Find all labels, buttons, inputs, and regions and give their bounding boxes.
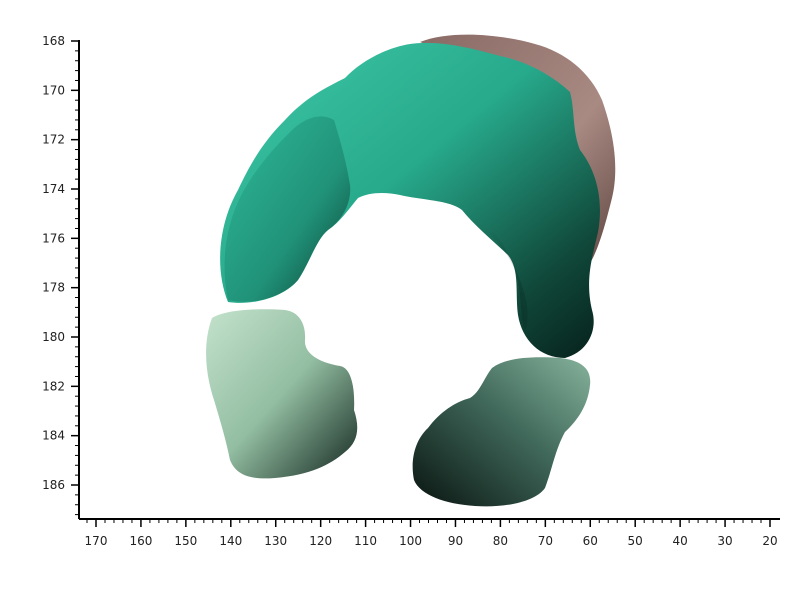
- x-tick-label: 20: [762, 534, 777, 548]
- x-tick-label: 130: [264, 534, 287, 548]
- x-tick-label: 150: [174, 534, 197, 548]
- y-tick-label: 168: [42, 34, 65, 48]
- x-tick-label: 120: [309, 534, 332, 548]
- y-tick-label: 180: [42, 330, 65, 344]
- x-tick-label: 170: [85, 534, 108, 548]
- y-tick-label: 176: [42, 231, 65, 245]
- x-tick-label: 70: [538, 534, 553, 548]
- y-tick-label: 174: [42, 182, 65, 196]
- x-tick-label: 100: [399, 534, 422, 548]
- x-tick-label: 80: [493, 534, 508, 548]
- teal-surface-highlight: [224, 116, 351, 302]
- y-tick-label: 184: [42, 429, 65, 443]
- x-tick-label: 140: [219, 534, 242, 548]
- x-tick-label: 160: [129, 534, 152, 548]
- y-tick-label: 170: [42, 83, 65, 97]
- x-tick-label: 90: [448, 534, 463, 548]
- dark-green-surface: [412, 357, 591, 507]
- x-axis-ticks: 170 160 150 140 130 120 110 100 90 80 70 60 50 40 30 20: [85, 519, 778, 548]
- y-axis-ticks: 168 170 172 174 176 178 180 182 184 186: [42, 34, 79, 516]
- x-tick-label: 50: [628, 534, 643, 548]
- y-tick-label: 182: [42, 379, 65, 393]
- x-tick-label: 110: [354, 534, 377, 548]
- x-tick-label: 30: [717, 534, 732, 548]
- x-tick-label: 40: [672, 534, 687, 548]
- x-tick-label: 60: [583, 534, 598, 548]
- y-tick-label: 172: [42, 133, 65, 147]
- plot-axes: 168 170 172 174 176 178 180 182 184 186 170 160 150…: [42, 34, 780, 548]
- pale-green-surface: [206, 309, 358, 479]
- y-tick-label: 178: [42, 281, 65, 295]
- y-tick-label: 186: [42, 478, 65, 492]
